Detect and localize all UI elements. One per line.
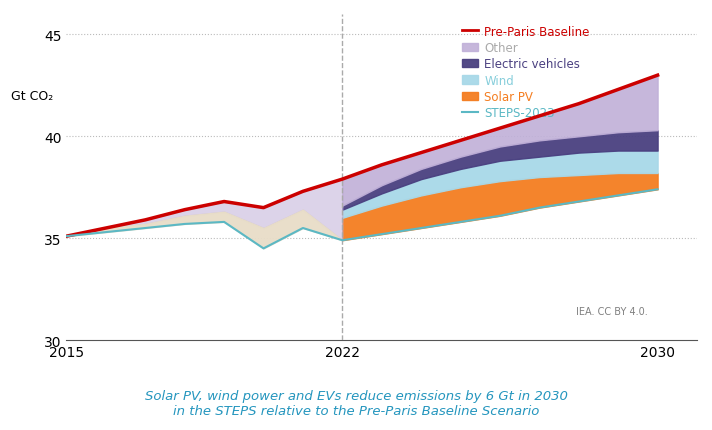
Text: IEA. CC BY 4.0.: IEA. CC BY 4.0. (576, 306, 648, 316)
Text: Solar PV, wind power and EVs reduce emissions by 6 Gt in 2030
in the STEPS relat: Solar PV, wind power and EVs reduce emis… (145, 389, 567, 417)
Legend: Pre-Paris Baseline, Other, Electric vehicles, Wind, Solar PV, STEPS-2023: Pre-Paris Baseline, Other, Electric vehi… (457, 21, 595, 125)
Y-axis label: Gt CO₂: Gt CO₂ (11, 90, 53, 103)
